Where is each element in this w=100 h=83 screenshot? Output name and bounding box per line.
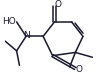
Text: N: N <box>23 31 29 40</box>
Text: HO: HO <box>2 17 16 26</box>
Text: O: O <box>76 65 83 74</box>
Text: O: O <box>55 0 62 9</box>
